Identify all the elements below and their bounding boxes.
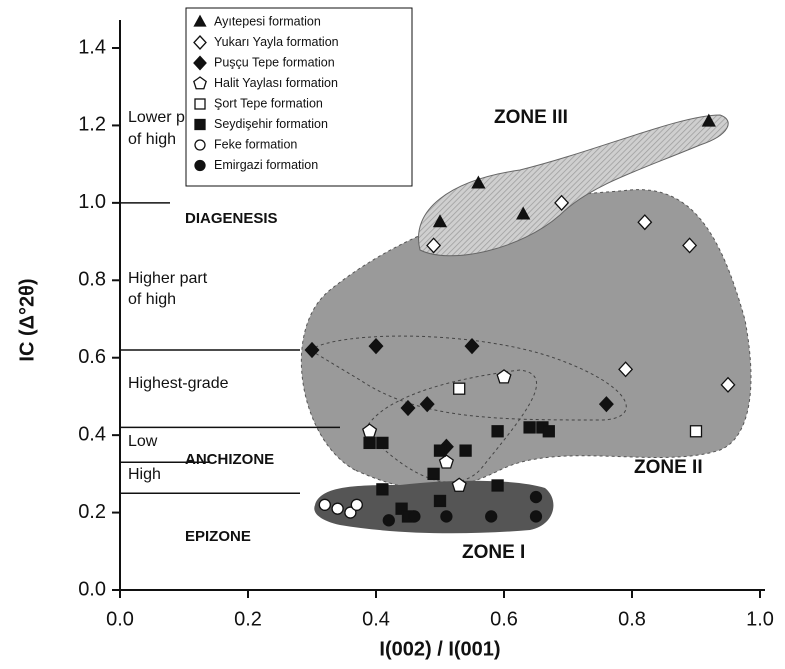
legend-marker	[193, 76, 207, 90]
legend	[185, 7, 413, 187]
data-point	[344, 506, 357, 519]
annotation: Low	[128, 433, 158, 450]
data-point	[438, 454, 454, 469]
legend-label: Yukarı Yayla formation	[214, 35, 339, 49]
data-point	[529, 510, 543, 523]
data-point	[376, 436, 389, 450]
legend-label: Feke formation	[214, 137, 297, 151]
data-point	[471, 175, 486, 189]
legend-marker	[193, 55, 207, 71]
data-point	[400, 399, 416, 417]
data-point	[426, 237, 442, 254]
y-tick-label: 0.4	[78, 423, 106, 445]
data-point	[433, 444, 447, 457]
data-point	[363, 436, 376, 450]
x-axis-label: I(002) / I(001)	[379, 638, 500, 660]
legend-marker	[194, 98, 206, 110]
annotation: of high	[128, 291, 176, 308]
data-point	[331, 502, 344, 515]
zone-label: ZONE I	[462, 542, 525, 563]
legend-label: Seydişehir formation	[214, 117, 328, 131]
data-point	[542, 425, 555, 438]
annotation: Highest-grade	[128, 375, 229, 392]
data-point	[440, 510, 453, 523]
data-point	[459, 444, 472, 457]
y-tick-label: 1.4	[78, 36, 106, 58]
data-point	[427, 467, 440, 481]
data-point	[491, 425, 504, 438]
y-tick-label: 0.0	[78, 578, 106, 600]
annotation: High	[128, 466, 161, 483]
legend-label: Puşçu Tepe formation	[214, 55, 335, 69]
data-point	[395, 502, 408, 515]
data-point	[408, 510, 421, 523]
data-point	[382, 514, 395, 527]
legend-label: Halit Yaylası formation	[214, 76, 338, 90]
data-point	[618, 361, 634, 378]
zone-iii-area	[418, 114, 729, 257]
y-tick-label: 0.6	[78, 346, 106, 368]
legend-marker	[193, 35, 207, 50]
data-point	[682, 237, 698, 254]
data-point	[529, 490, 543, 504]
zone-ii-area	[300, 189, 752, 490]
legend-marker	[194, 118, 206, 131]
legend-marker	[194, 159, 206, 172]
data-point	[598, 396, 614, 413]
data-point	[720, 376, 736, 393]
x-tick-label: 0.4	[362, 608, 390, 630]
legend-marker	[193, 14, 207, 27]
data-point	[523, 421, 536, 434]
legend-label: Emirgazi formation	[214, 158, 318, 172]
zone-label: ZONE II	[634, 457, 703, 478]
data-point	[496, 369, 512, 384]
sub-area	[364, 369, 538, 483]
sub-area	[309, 335, 627, 421]
y-tick-label: 1.0	[78, 191, 106, 213]
annotation: DIAGENESIS	[185, 210, 278, 227]
data-point	[701, 113, 716, 127]
data-point	[318, 498, 331, 511]
data-point	[491, 479, 504, 492]
data-point	[433, 494, 447, 508]
data-point	[554, 194, 570, 211]
data-point	[304, 341, 320, 359]
x-tick-label: 1.0	[746, 608, 774, 630]
data-point	[376, 483, 389, 496]
y-tick-label: 0.2	[78, 501, 106, 523]
data-point	[438, 438, 454, 455]
y-tick-label: 0.8	[78, 269, 106, 291]
annotation: Lower part	[128, 109, 204, 126]
data-point	[451, 477, 467, 492]
data-point	[350, 498, 363, 511]
x-tick-label: 0.0	[106, 608, 134, 630]
data-point	[689, 425, 703, 438]
data-point	[516, 206, 531, 220]
data-point	[637, 214, 653, 231]
y-axis-label: IC (Δ°2θ)	[16, 278, 38, 361]
data-point	[432, 214, 448, 228]
x-tick-label: 0.6	[490, 608, 518, 630]
data-point	[453, 382, 466, 395]
annotation: EPIZONE	[185, 528, 251, 545]
data-point	[368, 337, 384, 355]
x-tick-label: 0.2	[234, 608, 262, 630]
annotation: of high	[128, 131, 176, 148]
legend-label: Ayıtepesi formation	[214, 14, 321, 28]
legend-label: Şort Tepe formation	[214, 96, 323, 110]
y-tick-label: 1.2	[78, 114, 106, 136]
annotation: Higher part	[128, 270, 208, 287]
x-tick-label: 0.8	[618, 608, 646, 630]
legend-marker	[194, 139, 206, 151]
annotation: ANCHIZONE	[185, 451, 274, 468]
zone-label: ZONE III	[494, 107, 568, 128]
data-point	[485, 510, 498, 523]
data-point	[419, 396, 435, 413]
data-point	[464, 337, 480, 355]
